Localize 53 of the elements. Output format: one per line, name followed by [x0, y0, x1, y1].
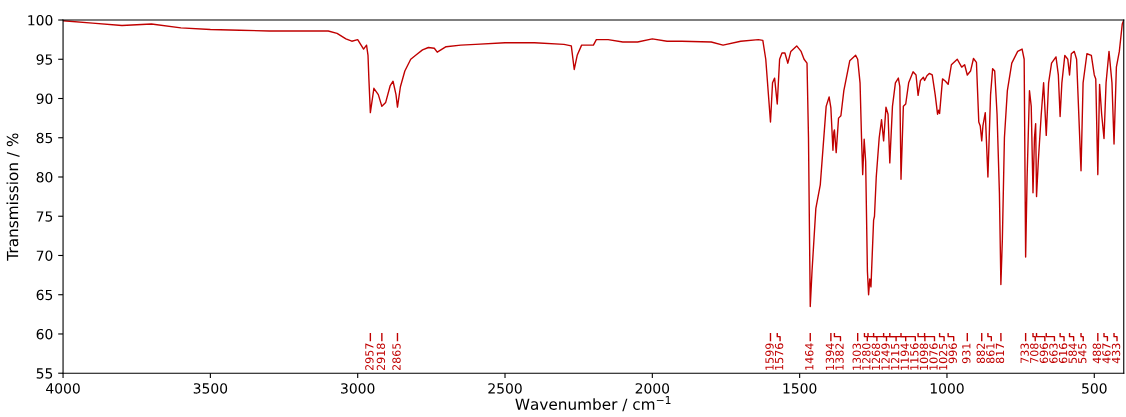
annotation: 1576	[774, 343, 784, 370]
x-tick-label: 2000	[635, 383, 670, 394]
annotation: 817	[995, 343, 1005, 364]
x-tick-label: 3500	[193, 383, 228, 394]
annotation: 488	[1092, 343, 1102, 364]
x-tick-label: 2500	[488, 383, 522, 394]
annotation: 1215	[890, 343, 900, 370]
y-axis-title: Transmission / %	[6, 133, 20, 261]
annotation: 931	[962, 343, 971, 364]
annotation: 861	[986, 343, 995, 364]
annotation: 2918	[376, 343, 386, 371]
x-tick-label: 1000	[930, 383, 964, 394]
annotation: 433	[1111, 343, 1121, 364]
annotation: 663	[1049, 343, 1058, 364]
annotation: 1382	[835, 343, 844, 370]
annotation: 1394	[825, 343, 835, 370]
x-axis-title: Wavenumber / cm$^{−1}$	[515, 396, 671, 412]
annotation: 996	[948, 343, 957, 364]
annotation: 696	[1039, 343, 1049, 364]
annotation: 616	[1058, 343, 1068, 364]
annotation: 1268	[871, 343, 881, 370]
y-tick-label: 55	[36, 368, 53, 379]
annotation: 733	[1020, 343, 1029, 363]
annotation: 1249	[881, 343, 890, 370]
annotation: 1280	[862, 343, 871, 370]
y-tick-label: 90	[36, 93, 53, 104]
annotation: 708	[1030, 343, 1039, 363]
y-tick-label: 65	[36, 289, 53, 301]
x-tick-label: 1500	[783, 383, 817, 394]
annotation: 1599	[765, 343, 774, 370]
x-tick-label: 500	[1082, 383, 1107, 394]
y-tick-label: 70	[36, 250, 53, 261]
x-tick-label: 3000	[341, 383, 375, 394]
annotation: 1156	[910, 343, 919, 370]
annotation: 1194	[900, 343, 909, 370]
annotation: 467	[1102, 343, 1111, 364]
y-tick-label: 85	[36, 132, 53, 144]
annotation: 2865	[392, 343, 401, 371]
annotation: 584	[1068, 343, 1077, 364]
annotation: 1303	[852, 343, 861, 370]
y-tick-label: 75	[36, 211, 53, 222]
y-tick-label: 95	[36, 54, 53, 65]
annotation: 1025	[938, 343, 948, 370]
x-tick-label: 4000	[46, 383, 80, 394]
y-tick-label: 100	[28, 14, 53, 26]
annotation: 882	[976, 343, 985, 364]
annotation: 1098	[919, 343, 929, 370]
annotation: 545	[1078, 343, 1087, 364]
annotation: 1076	[929, 343, 938, 370]
y-tick-label: 60	[36, 328, 53, 340]
y-tick-label: 80	[36, 171, 53, 183]
annotation: 1464	[805, 343, 814, 370]
annotation: 2957	[365, 343, 374, 371]
